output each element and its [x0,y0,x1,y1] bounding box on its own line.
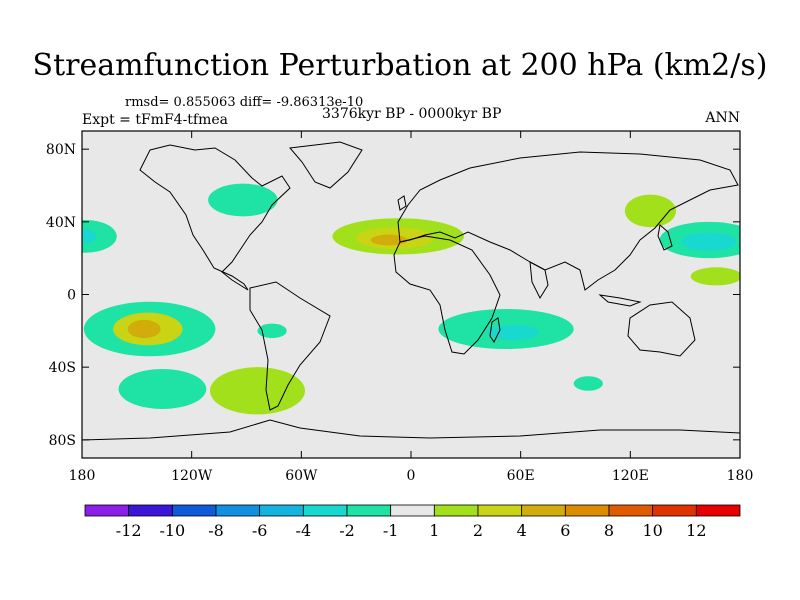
lat-tick-label: 40N [46,215,76,231]
lat-tick-label: 80N [46,142,76,158]
colorbar-label: -4 [296,521,312,540]
coastline-south-america [249,281,331,411]
coastline-australia [627,301,696,357]
colorbar-swatch [215,504,261,517]
colorbar-label: -8 [208,521,224,540]
coastlines [82,141,740,441]
coastline-eurasia [397,151,739,291]
colorbar-label: 10 [642,521,662,540]
colorbar-label: 12 [686,521,706,540]
colorbar-swatch [433,504,479,517]
anomaly-northeast-asia-positive [624,194,677,228]
coastline-madagascar [489,317,501,343]
colorbar-swatch [346,504,392,517]
anomaly-north-atlantic-negative [208,183,278,217]
lat-tick-label: 40S [49,360,76,376]
axis-ticks: 80N 40N 0 40S 80S 180 120W 60W 0 60E 120E 180 [46,131,753,484]
colorbar-swatch [521,504,566,517]
anomaly-west-pacific-positive [690,267,740,286]
anomaly-south-pacific-lower [118,368,207,409]
anomaly-south-america-small [257,323,287,339]
coastline-indonesia [598,294,642,307]
colorbar-swatch [84,504,130,517]
anomaly-pacific-east-negative-inner [82,229,97,244]
colorbar-swatch [128,504,173,517]
lon-tick-label: 0 [407,468,416,484]
anomaly-south-pacific-negative-core [127,319,161,339]
anomaly-southern-ocean-small [573,376,603,391]
lon-tick-label: 180 [727,468,754,484]
lon-tick-label: 120W [171,468,213,484]
coastline-japan [657,224,673,251]
colorbar-label: -6 [252,521,268,540]
period-label: 3376kyr BP - 0000kyr BP [322,106,502,122]
colorbar-swatch [608,504,654,517]
season-label: ANN [705,110,740,126]
coastline-greenland [289,141,363,189]
lat-tick-label: 0 [67,288,76,304]
stats-label: rmsd= 0.855063 diff= -9.86313e-10 [125,95,364,110]
coastline-british-isles [397,195,407,211]
colorbar-label: -12 [116,521,142,540]
colorbar-swatch [564,504,610,517]
colorbar-label: 6 [560,521,570,540]
anomaly-mediterranean-positive-core [370,234,408,246]
lon-tick-label: 60E [507,468,535,484]
experiment-label: Expt = tFmF4-tfmea [82,112,229,128]
colorbar-label: 4 [517,521,527,540]
coastline-india [529,261,549,300]
colorbar-swatch [390,504,435,517]
anomaly-layer [82,183,740,415]
colorbar-swatch [477,504,523,517]
colorbar-swatch [302,504,348,517]
colorbar-label: -10 [159,521,185,540]
lon-tick-label: 120E [612,468,649,484]
lon-tick-label: 180 [69,468,96,484]
colorbar-label: 8 [604,521,614,540]
colorbar-label: -2 [339,521,355,540]
anomaly-indian-ocean-negative-inner [487,325,539,340]
coastline-africa [393,235,501,355]
colorbar-swatch [695,504,741,517]
map-title: Streamfunction Perturbation at 200 hPa (… [32,48,768,83]
colorbar-swatch [652,504,697,517]
colorbar-label: -1 [383,521,399,540]
anomaly-patagonia-positive [209,367,305,415]
coastline-antarctica [82,419,740,441]
lon-tick-label: 60W [285,468,318,484]
colorbar-label: 1 [429,521,439,540]
map-background [82,131,740,458]
anomaly-pacific-east-negative-outer [82,220,117,253]
colorbar-label: 2 [473,521,483,540]
anomaly-north-pacific-negative-inner [681,232,737,251]
colorbar-swatch [171,504,217,517]
coastline-north-america [139,144,291,291]
lat-tick-label: 80S [49,433,76,449]
colorbar: -12 -10 -8 -6 -4 -2 -1 1 2 4 6 8 10 12 [84,504,741,540]
colorbar-swatch [259,504,304,517]
